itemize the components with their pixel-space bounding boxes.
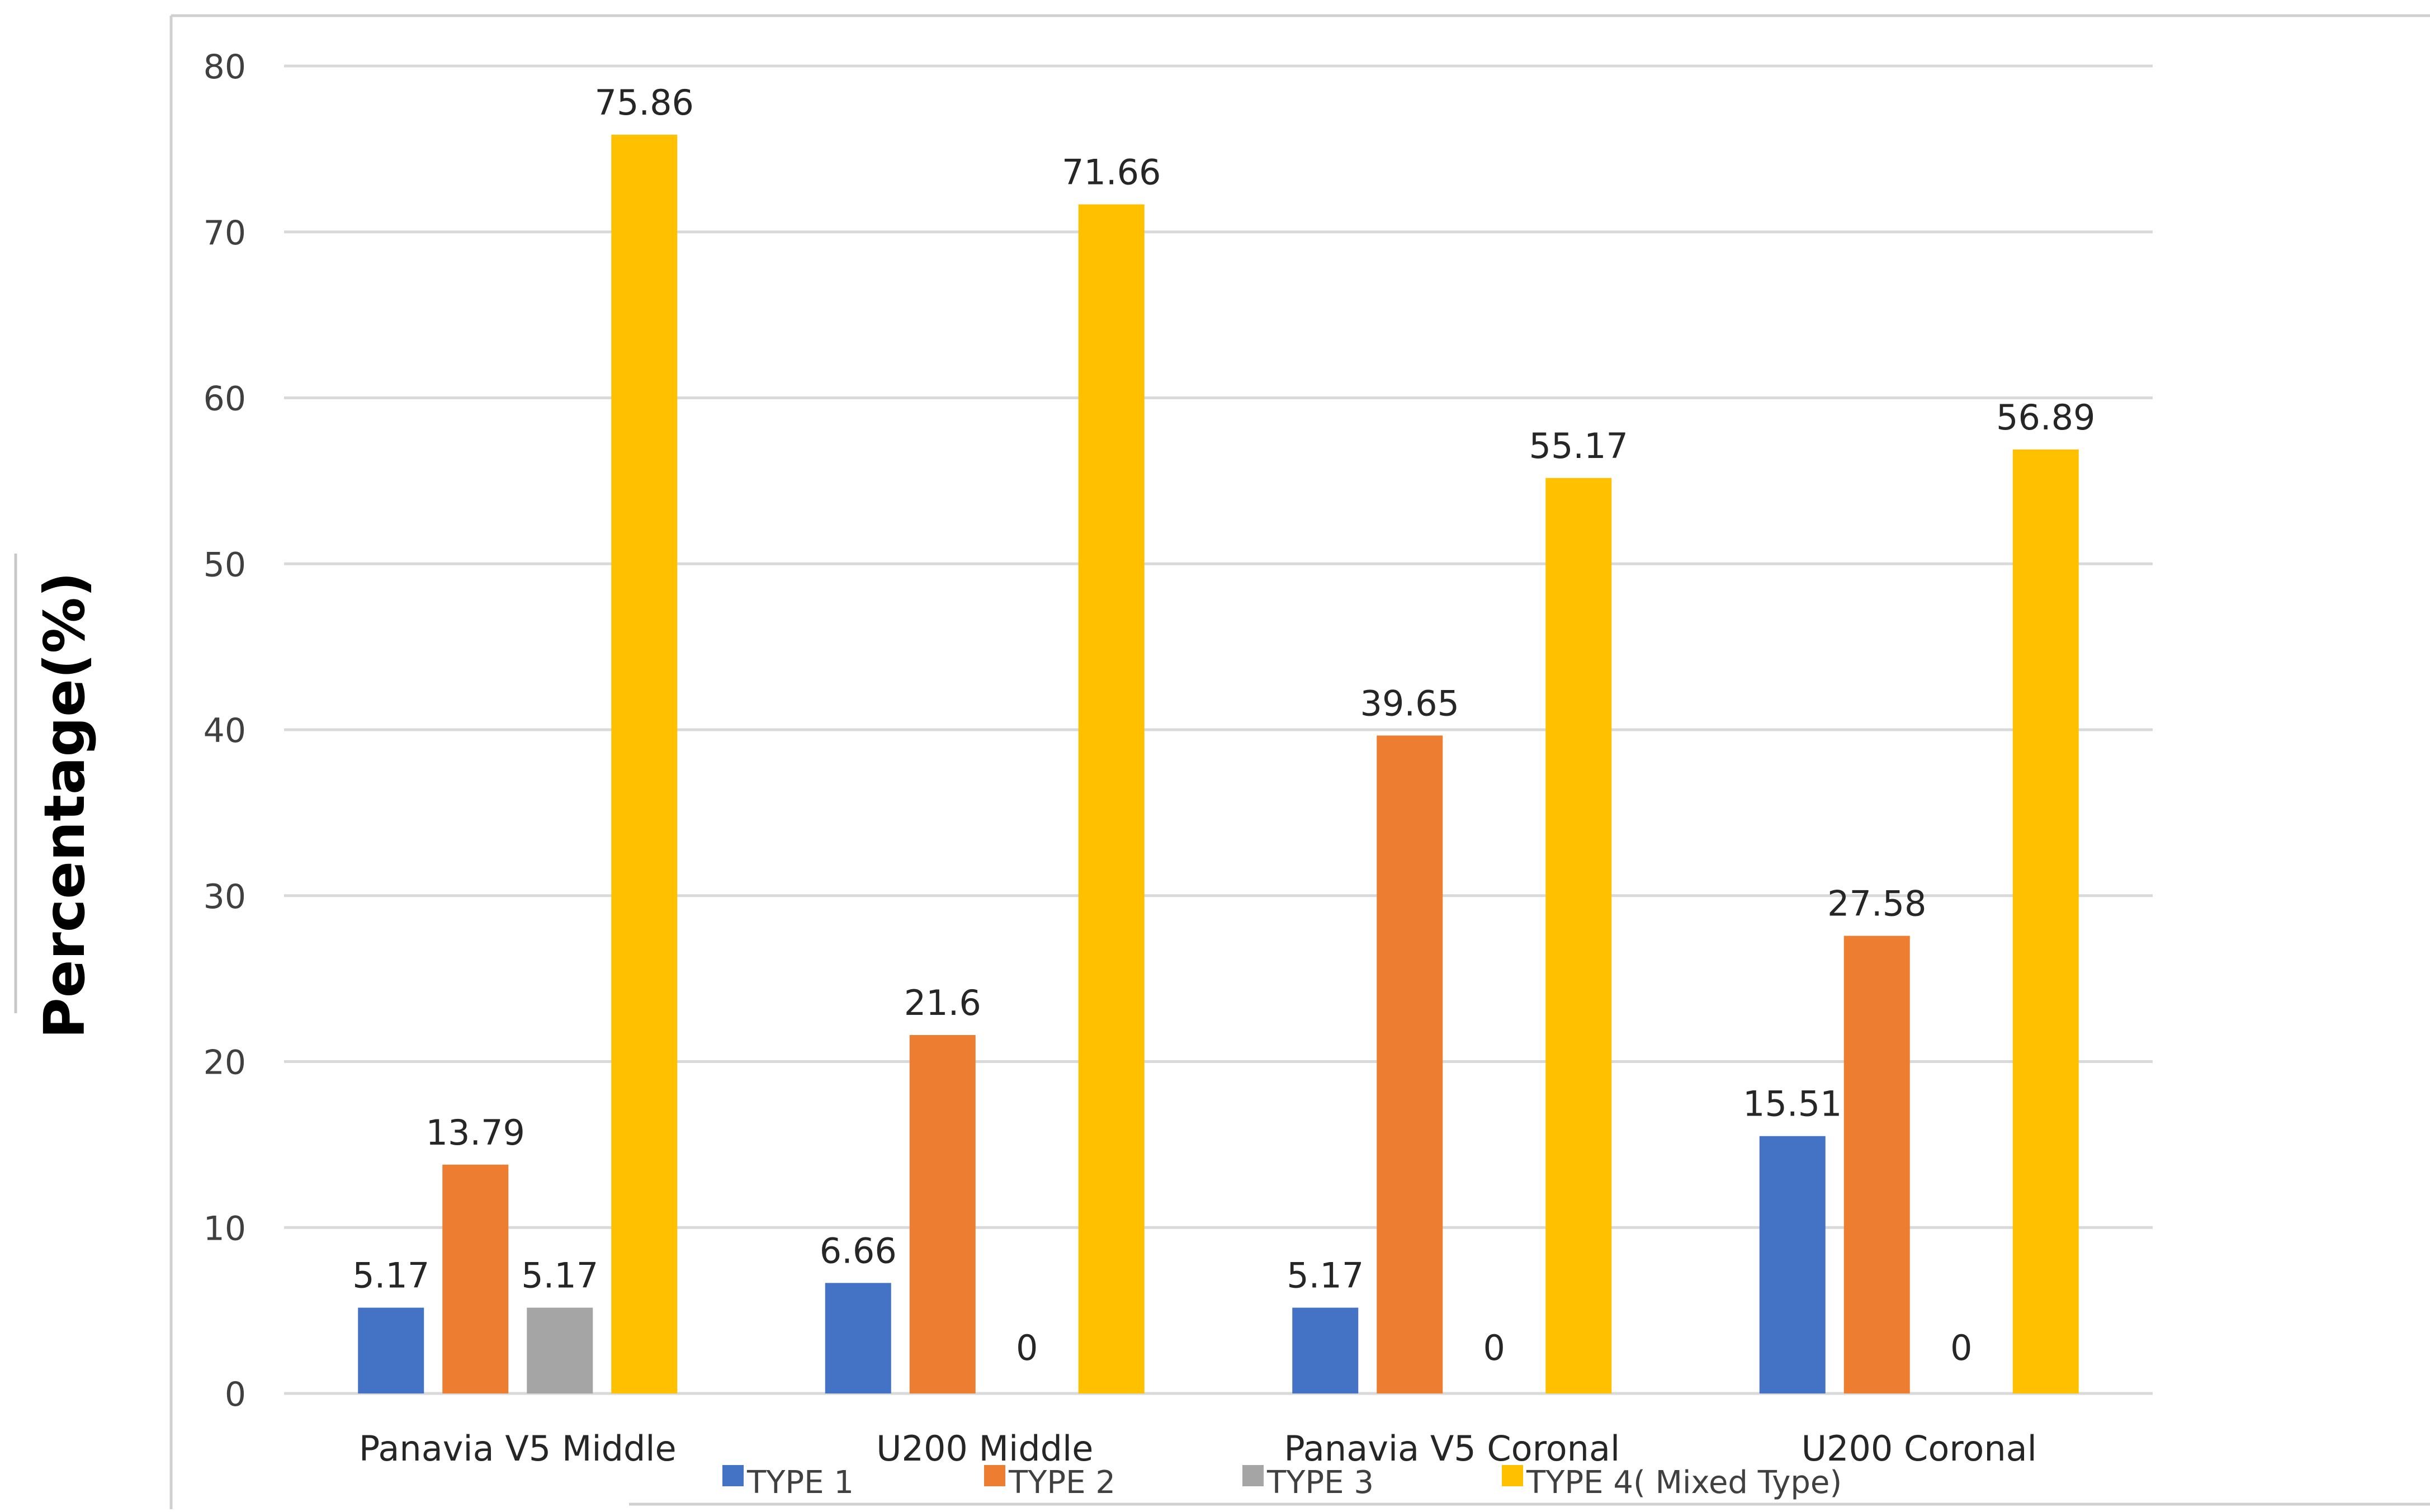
legend-swatch <box>984 1465 1005 1486</box>
y-tick-label: 60 <box>204 380 246 419</box>
y-tick-label: 40 <box>204 711 246 750</box>
bar <box>358 1307 424 1393</box>
data-label: 21.6 <box>904 982 981 1023</box>
bar <box>527 1307 593 1393</box>
y-tick-label: 50 <box>204 545 246 584</box>
bar <box>442 1164 509 1393</box>
bars <box>358 134 2079 1394</box>
data-label: 0 <box>1016 1327 1038 1368</box>
data-label: 56.89 <box>1996 397 2096 438</box>
bar <box>611 134 678 1394</box>
bar <box>1759 1136 1826 1393</box>
data-label: 5.17 <box>1287 1255 1364 1296</box>
bar <box>1545 478 1612 1393</box>
category-label: U200 Coronal <box>1802 1428 2037 1469</box>
data-label: 27.58 <box>1827 883 1927 924</box>
y-tick-label: 0 <box>225 1375 246 1414</box>
bar <box>2012 449 2079 1393</box>
data-label: 75.86 <box>595 82 694 123</box>
y-tick-label: 30 <box>204 877 246 916</box>
y-tick-label: 10 <box>204 1209 246 1248</box>
legend: TYPE 1 TYPE 2 TYPE 3 TYPE 4( Mixed Type) <box>722 1464 1842 1501</box>
data-label: 5.17 <box>352 1255 429 1296</box>
y-tick-label: 80 <box>204 48 246 87</box>
data-label: 0 <box>1483 1327 1505 1368</box>
y-tick-label: 20 <box>204 1043 246 1083</box>
legend-label: TYPE 1 <box>746 1464 854 1501</box>
data-label: 13.79 <box>426 1112 526 1153</box>
category-label: Panavia V5 Middle <box>359 1428 677 1469</box>
y-axis-title: Percentage(%) <box>32 571 97 1038</box>
category-label: U200 Middle <box>876 1428 1093 1469</box>
data-labels: 5.17 13.79 5.17 75.86 6.66 21.6 0 71.66 5.17 39.6… <box>352 82 2095 1368</box>
data-label: 71.66 <box>1062 152 1161 192</box>
legend-label: TYPE 3 <box>1266 1464 1374 1501</box>
legend-label: TYPE 2 <box>1008 1464 1115 1501</box>
data-label: 0 <box>1950 1327 1972 1368</box>
category-label: Panavia V5 Coronal <box>1284 1428 1620 1469</box>
gridlines <box>284 64 2153 1395</box>
legend-swatch <box>1502 1465 1523 1486</box>
bar <box>1377 735 1443 1393</box>
bar <box>1292 1307 1359 1393</box>
legend-label: TYPE 4( Mixed Type) <box>1526 1464 1842 1501</box>
data-label: 6.66 <box>820 1230 897 1271</box>
data-label: 39.65 <box>1360 683 1460 724</box>
legend-swatch <box>722 1465 744 1486</box>
bar <box>909 1035 976 1393</box>
data-label: 5.17 <box>521 1255 598 1296</box>
category-labels: Panavia V5 Middle U200 Middle Panavia V5 C… <box>359 1428 2037 1469</box>
y-tick-label: 70 <box>204 214 246 253</box>
bar <box>1078 204 1145 1393</box>
legend-swatch <box>1242 1465 1264 1486</box>
data-label: 55.17 <box>1529 426 1629 466</box>
bar <box>825 1283 891 1393</box>
y-tick-labels: 0 10 20 30 40 50 60 70 80 <box>204 48 246 1414</box>
bar <box>1843 935 1910 1393</box>
data-label: 15.51 <box>1743 1084 1842 1124</box>
